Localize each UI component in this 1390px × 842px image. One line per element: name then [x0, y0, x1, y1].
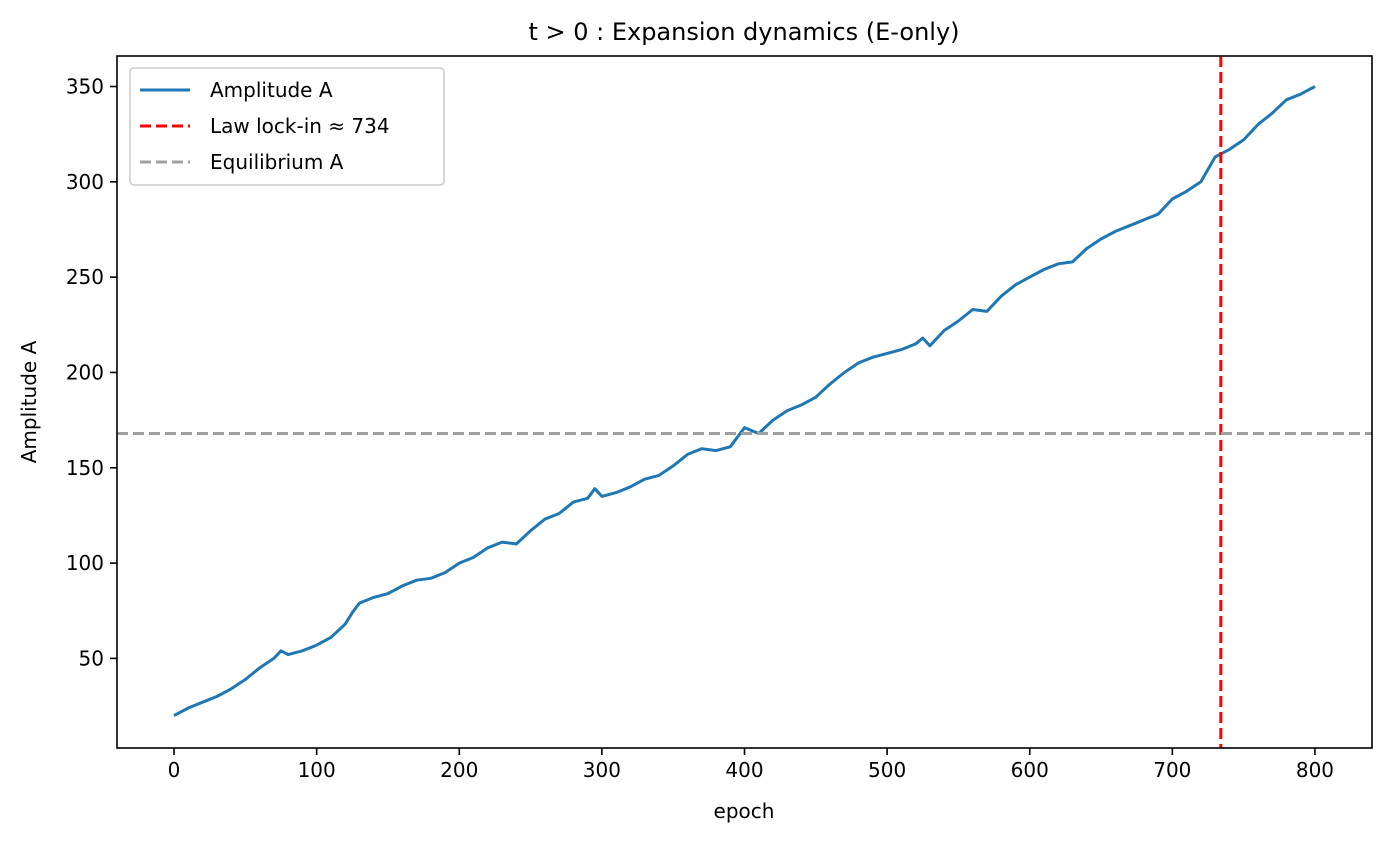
legend: Amplitude A Law lock-in ≈ 734 Equilibrium …: [129, 67, 445, 186]
legend-box: [129, 67, 445, 186]
x-tick-label: 400: [725, 758, 763, 782]
y-tick-label: 100: [66, 551, 104, 575]
legend-entry-law-lockin: Law lock-in ≈ 734: [140, 114, 390, 138]
legend-entry-amplitude: Amplitude A: [140, 78, 333, 102]
legend-label: Amplitude A: [210, 78, 333, 102]
y-axis: 50 100 150 200 250 300 350: [66, 75, 117, 670]
y-tick-label: 50: [79, 646, 104, 670]
x-tick-label: 200: [440, 758, 478, 782]
chart-title: t > 0 : Expansion dynamics (E-only): [528, 18, 959, 46]
x-tick-label: 0: [168, 758, 181, 782]
y-tick-label: 150: [66, 456, 104, 480]
y-tick-label: 250: [66, 265, 104, 289]
y-tick-label: 350: [66, 75, 104, 99]
legend-label: Law lock-in ≈ 734: [210, 114, 390, 138]
series-amplitude-line: [173, 85, 1316, 717]
x-axis: 0 100 200 300 400 500 600 700 800: [168, 748, 1334, 782]
x-tick-label: 800: [1296, 758, 1334, 782]
x-tick-label: 700: [1153, 758, 1191, 782]
y-axis-label: Amplitude A: [17, 340, 41, 463]
x-axis-label: epoch: [714, 799, 775, 823]
x-tick-label: 300: [583, 758, 621, 782]
x-tick-label: 600: [1011, 758, 1049, 782]
x-tick-label: 500: [868, 758, 906, 782]
y-tick-label: 200: [66, 360, 104, 384]
legend-entry-equilibrium: Equilibrium A: [140, 150, 344, 174]
y-tick-label: 300: [66, 170, 104, 194]
x-tick-label: 100: [298, 758, 336, 782]
legend-label: Equilibrium A: [210, 150, 344, 174]
